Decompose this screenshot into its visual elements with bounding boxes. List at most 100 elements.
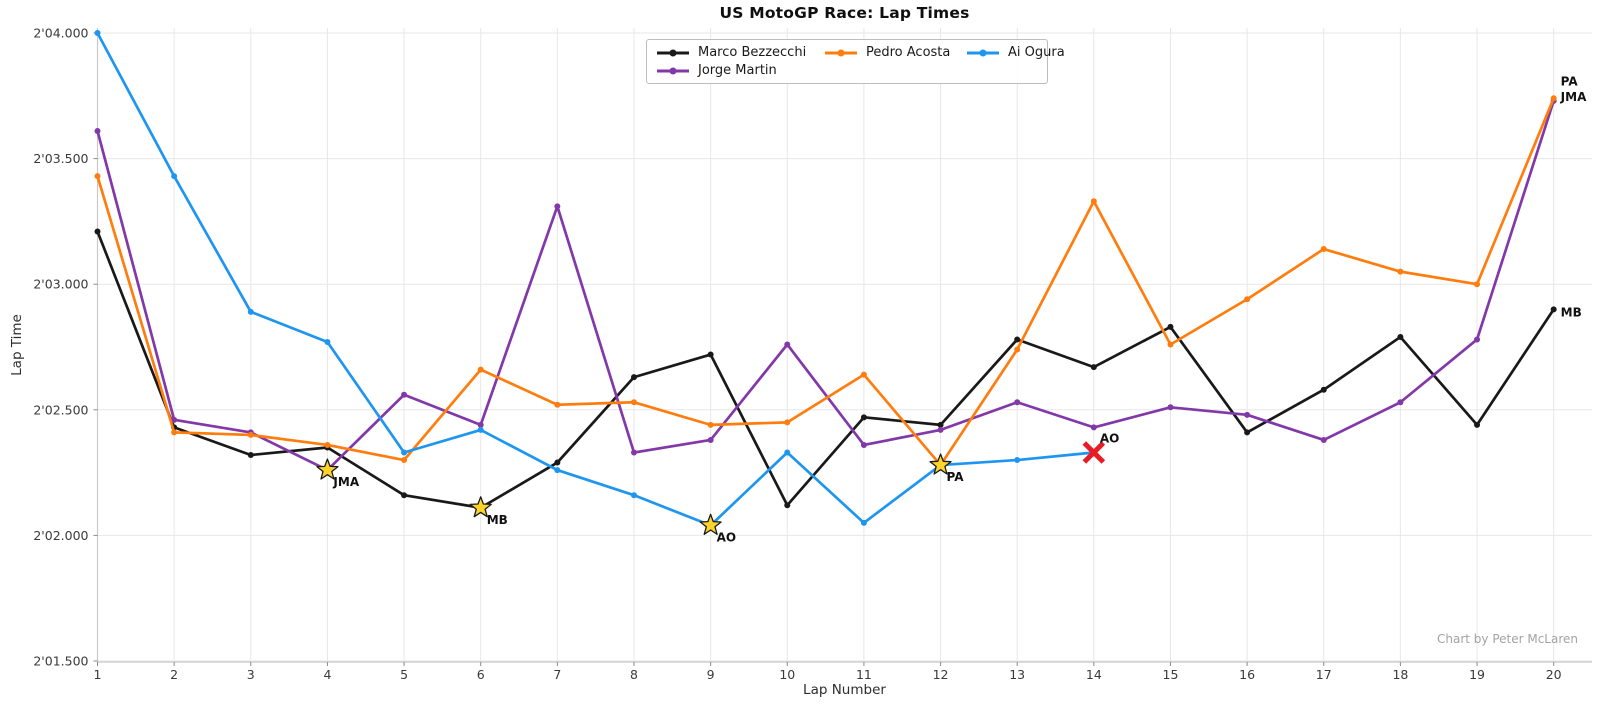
data-point <box>630 492 637 499</box>
data-point <box>860 371 867 378</box>
data-point <box>1320 436 1327 443</box>
data-point <box>171 173 178 180</box>
data-point <box>630 449 637 456</box>
y-tick-label: 2'02.000 <box>33 528 88 543</box>
x-tick-label: 15 <box>1163 667 1179 682</box>
legend-item-marco-bezzecchi: Marco Bezzecchi <box>656 45 824 60</box>
legend-line-sample <box>657 49 689 56</box>
x-tick-label: 17 <box>1316 667 1332 682</box>
data-point <box>554 467 561 474</box>
data-point <box>401 391 408 398</box>
data-point <box>860 414 867 421</box>
legend-line-sample <box>825 49 857 56</box>
x-axis-label: Lap Number <box>803 682 886 698</box>
legend-label: Jorge Martin <box>698 63 777 78</box>
x-tick-label: 11 <box>856 667 872 682</box>
x-tick-label: 5 <box>400 667 408 682</box>
data-point <box>171 429 178 436</box>
x-tick-label: 4 <box>323 667 331 682</box>
data-point <box>630 399 637 406</box>
y-tick-label: 2'02.500 <box>33 402 88 417</box>
data-point <box>94 228 101 235</box>
chart-title: US MotoGP Race: Lap Times <box>719 4 970 22</box>
data-point <box>171 416 178 423</box>
data-point <box>94 30 101 36</box>
data-point <box>324 338 331 345</box>
data-point <box>1167 341 1174 348</box>
data-point <box>477 426 484 433</box>
data-point <box>1014 336 1021 343</box>
data-point <box>1090 424 1097 431</box>
data-point <box>477 421 484 428</box>
data-point <box>1244 429 1251 436</box>
data-point <box>401 457 408 464</box>
data-point <box>1167 404 1174 411</box>
x-tick-label: 12 <box>933 667 949 682</box>
legend-item-pedro-acosta: Pedro Acosta <box>824 45 966 60</box>
legend-item-jorge-martin: Jorge Martin <box>656 63 824 78</box>
data-point <box>630 374 637 381</box>
data-point <box>554 459 561 466</box>
x-tick-label: 10 <box>779 667 795 682</box>
legend-label: Ai Ogura <box>1008 45 1065 60</box>
star-label: PA <box>947 470 965 484</box>
data-point <box>1167 323 1174 330</box>
data-point <box>937 421 944 428</box>
series-end-label-marco-bezzecchi: MB <box>1561 305 1582 319</box>
data-point <box>707 421 714 428</box>
y-tick-label: 2'01.500 <box>33 654 88 669</box>
series-end-label-jorge-martin: JMA <box>1560 90 1587 104</box>
x-tick-label: 20 <box>1546 667 1562 682</box>
y-tick-label: 2'04.000 <box>33 26 88 41</box>
data-point <box>324 441 331 448</box>
retirement-cross-ai-ogura: AO <box>1082 432 1120 464</box>
data-point <box>937 426 944 433</box>
legend: Marco Bezzecchi Pedro Acosta Ai Ogura Jorge… <box>646 39 1065 84</box>
legend-line-sample <box>657 67 689 74</box>
data-point <box>401 492 408 499</box>
legend-label: Pedro Acosta <box>866 45 951 60</box>
data-point <box>1244 411 1251 418</box>
data-point <box>860 519 867 526</box>
data-point <box>247 308 254 315</box>
x-tick-label: 8 <box>630 667 638 682</box>
data-point <box>1397 268 1404 275</box>
x-tick-label: 16 <box>1239 667 1255 682</box>
y-tick-label: 2'03.000 <box>33 277 88 292</box>
series-jorge-martin: JMA <box>94 90 1587 474</box>
x-tick-label: 6 <box>477 667 485 682</box>
data-point <box>707 351 714 358</box>
y-tick-label: 2'03.500 <box>33 151 88 166</box>
legend-label: Marco Bezzecchi <box>698 45 807 60</box>
data-point <box>1014 399 1021 406</box>
star-label: MB <box>487 513 508 527</box>
cross-label: AO <box>1100 432 1120 446</box>
x-tick-label: 14 <box>1086 667 1102 682</box>
x-tick-label: 19 <box>1469 667 1485 682</box>
data-point <box>1474 336 1481 343</box>
x-tick-label: 2 <box>170 667 178 682</box>
fastest-lap-star-jorge-martin <box>316 458 339 480</box>
data-point <box>784 341 791 348</box>
star-label: AO <box>717 530 737 544</box>
data-point <box>1320 386 1327 393</box>
legend-item-ai-ogura: Ai Ogura <box>966 45 1065 60</box>
data-point <box>707 436 714 443</box>
data-point <box>784 502 791 509</box>
data-point <box>1550 306 1557 313</box>
fastest-lap-star-pedro-acosta <box>929 453 952 475</box>
x-tick-label: 1 <box>94 667 102 682</box>
data-point <box>1090 198 1097 205</box>
x-tick-label: 13 <box>1009 667 1025 682</box>
x-tick-label: 7 <box>553 667 561 682</box>
data-point <box>1550 95 1557 102</box>
data-point <box>401 449 408 456</box>
data-point <box>860 441 867 448</box>
annotations: JMA MB AO PA AO <box>316 432 1120 544</box>
x-tick-label: 9 <box>707 667 715 682</box>
data-point <box>1014 457 1021 464</box>
data-point <box>1090 364 1097 371</box>
x-tick-label: 18 <box>1392 667 1408 682</box>
